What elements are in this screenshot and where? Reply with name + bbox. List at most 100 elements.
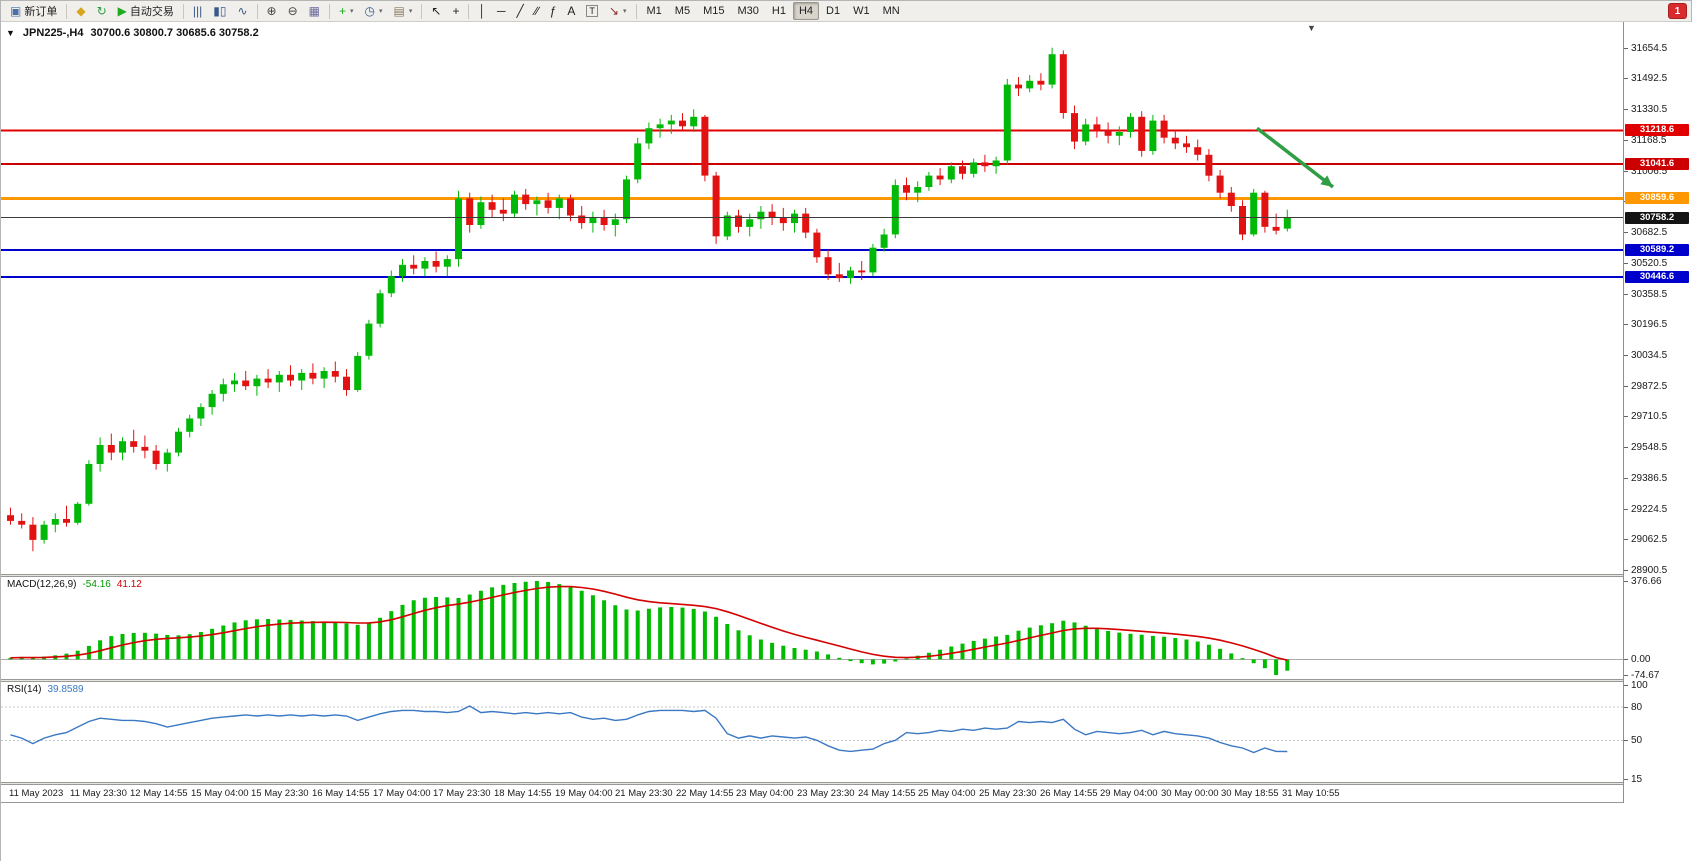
price-axis-label: 30358.5 bbox=[1623, 288, 1668, 300]
dropdown-arrow-icon: ▾ bbox=[622, 8, 627, 15]
macd-indicator-panel[interactable] bbox=[1, 577, 1623, 679]
symbols-button[interactable]: ◆ bbox=[71, 2, 90, 20]
arrows-button[interactable]: ↘ ▾ bbox=[604, 2, 632, 20]
tile-windows-icon: ▦ bbox=[308, 4, 320, 18]
timeframe-w1-button[interactable]: W1 bbox=[847, 2, 876, 20]
cursor-button[interactable]: ↖ bbox=[426, 2, 446, 20]
timeframe-d1-button[interactable]: D1 bbox=[820, 2, 846, 20]
label-icon: T bbox=[586, 5, 598, 17]
refresh-icon: ↻ bbox=[96, 4, 107, 18]
toolbar-separator bbox=[635, 3, 637, 19]
templates-icon: ▤ bbox=[393, 4, 405, 18]
periods-button[interactable]: ◷ ▾ bbox=[360, 2, 388, 20]
rsi-indicator-panel[interactable] bbox=[1, 682, 1623, 782]
resistance-line-1-price-badge: 31218.6 bbox=[1625, 124, 1689, 136]
channel-button[interactable]: ∕∕ bbox=[530, 2, 544, 20]
line-chart-button[interactable]: ∿ bbox=[232, 2, 252, 20]
timeframe-m5-button[interactable]: M5 bbox=[669, 2, 696, 20]
panel-resize-handle[interactable] bbox=[1, 574, 1692, 577]
macd-axis-label: 376.66 bbox=[1624, 576, 1662, 587]
time-axis-label: 21 May 23:30 bbox=[615, 788, 673, 799]
timeframe-m1-button[interactable]: M1 bbox=[641, 2, 668, 20]
time-axis-label: 25 May 04:00 bbox=[918, 788, 976, 799]
crosshair-button[interactable]: + bbox=[447, 2, 464, 20]
indicators-button[interactable]: + ▾ bbox=[334, 2, 359, 20]
candlestick-chart-button[interactable]: ▮▯ bbox=[208, 2, 231, 20]
time-axis-label: 24 May 14:55 bbox=[858, 788, 916, 799]
zoom-in-icon: ⊕ bbox=[266, 4, 277, 18]
timeframe-h1-button[interactable]: H1 bbox=[766, 2, 792, 20]
macd-signal-line bbox=[10, 585, 1288, 661]
clock-icon: ◷ bbox=[364, 4, 375, 18]
rsi-line bbox=[10, 705, 1288, 754]
new-order-icon: ▣ bbox=[10, 4, 22, 18]
new-order-button[interactable]: ▣ 新订单 bbox=[5, 2, 62, 20]
text-icon: A bbox=[567, 4, 576, 18]
support-line-2-price-badge: 30446.6 bbox=[1625, 271, 1689, 283]
symbols-icon: ◆ bbox=[76, 4, 86, 18]
macd-name: MACD(12,26,9) bbox=[7, 579, 77, 590]
vertical-line-button[interactable]: │ bbox=[473, 2, 491, 20]
zoom-out-button[interactable]: ⊖ bbox=[283, 2, 303, 20]
panel-resize-handle[interactable] bbox=[1, 782, 1692, 785]
chart-window: ▼ JPN225-,H4 30700.6 30800.7 30685.6 307… bbox=[1, 22, 1692, 861]
auto-trading-button[interactable]: ▶ 自动交易 bbox=[113, 2, 179, 20]
timeframe-m30-button[interactable]: M30 bbox=[731, 2, 764, 20]
refresh-button[interactable]: ↻ bbox=[92, 2, 112, 20]
chart-title: ▼ JPN225-,H4 30700.6 30800.7 30685.6 307… bbox=[6, 27, 259, 39]
candles-series bbox=[7, 47, 1291, 552]
price-chart[interactable] bbox=[1, 22, 1623, 574]
toolbar-separator bbox=[182, 3, 184, 19]
candlestick-chart-icon: ▮▯ bbox=[213, 4, 227, 18]
rsi-value: 39.8589 bbox=[47, 684, 84, 695]
price-axis[interactable]: 31654.531492.531330.531168.531006.530844… bbox=[1623, 22, 1692, 803]
tile-windows-button[interactable]: ▦ bbox=[304, 2, 325, 20]
rsi-indicator-label: RSI(14) 39.8589 bbox=[7, 684, 84, 695]
time-axis-label: 23 May 04:00 bbox=[736, 788, 794, 799]
chart-shift-marker[interactable]: ▼ bbox=[1307, 23, 1316, 33]
crosshair-icon: + bbox=[452, 4, 460, 18]
label-button[interactable]: T bbox=[581, 2, 603, 20]
toolbar-separator bbox=[256, 3, 258, 19]
time-axis-label: 15 May 04:00 bbox=[191, 788, 249, 799]
chart-ohlc-values: 30700.6 30800.7 30685.6 30758.2 bbox=[90, 27, 259, 39]
price-axis-label: 29710.5 bbox=[1623, 411, 1668, 423]
text-button[interactable]: A bbox=[562, 2, 580, 20]
time-axis-label: 16 May 14:55 bbox=[312, 788, 370, 799]
trend-arrow[interactable] bbox=[1255, 126, 1335, 189]
dropdown-arrow-icon: ▾ bbox=[350, 8, 354, 15]
price-axis-label: 29872.5 bbox=[1623, 380, 1668, 392]
zoom-in-button[interactable]: ⊕ bbox=[262, 2, 282, 20]
vertical-line-icon: │ bbox=[478, 4, 486, 18]
timeframe-mn-button[interactable]: MN bbox=[877, 2, 906, 20]
fibonacci-button[interactable]: ƒ bbox=[545, 2, 562, 20]
dropdown-arrow-icon: ▾ bbox=[408, 8, 413, 15]
rsi-name: RSI(14) bbox=[7, 684, 42, 695]
timeframe-m15-button-label: M15 bbox=[703, 5, 725, 17]
timeframe-m15-button[interactable]: M15 bbox=[697, 2, 730, 20]
time-axis[interactable]: 11 May 2023 11 May 23:30 12 May 14:55 15 Ma… bbox=[1, 785, 1692, 803]
panel-resize-handle[interactable] bbox=[1, 679, 1692, 682]
one-click-trading-toggle-icon[interactable]: ▼ bbox=[6, 28, 15, 38]
horizontal-line-button[interactable]: ─ bbox=[492, 2, 511, 20]
toolbar-separator bbox=[421, 3, 423, 19]
trendline-button[interactable]: ╱ bbox=[511, 2, 528, 20]
price-axis-label: 29224.5 bbox=[1623, 503, 1668, 515]
time-axis-label: 12 May 14:55 bbox=[130, 788, 188, 799]
macd-main-value: -54.16 bbox=[82, 579, 111, 590]
bar-chart-button[interactable]: ||| bbox=[188, 2, 207, 20]
macd-signal-value: 41.12 bbox=[116, 579, 142, 590]
main-toolbar: ▣ 新订单 ◆ ↻ ▶ 自动交易 ||| ▮▯ ∿ ⊕ ⊖ ▦ + ▾ ◷ ▾ ▤ ▾ ↖ + │ ─ ╱ ∕∕ ƒ A T ↘ ▾ M1… bbox=[1, 1, 1691, 22]
timeframe-h4-button[interactable]: H4 bbox=[792, 2, 819, 20]
time-axis-label: 15 May 23:30 bbox=[251, 788, 309, 799]
templates-button[interactable]: ▤ ▾ bbox=[389, 2, 418, 20]
cursor-icon: ↖ bbox=[431, 4, 442, 18]
zoom-out-icon: ⊖ bbox=[287, 4, 298, 18]
indicators-icon: + bbox=[338, 4, 346, 18]
price-axis-label: 29062.5 bbox=[1623, 534, 1668, 546]
arrows-icon: ↘ bbox=[608, 4, 619, 18]
rsi-axis-label: 50 bbox=[1623, 735, 1643, 747]
price-axis-label: 31492.5 bbox=[1623, 73, 1668, 85]
notifications-badge[interactable]: 1 bbox=[1668, 3, 1687, 19]
